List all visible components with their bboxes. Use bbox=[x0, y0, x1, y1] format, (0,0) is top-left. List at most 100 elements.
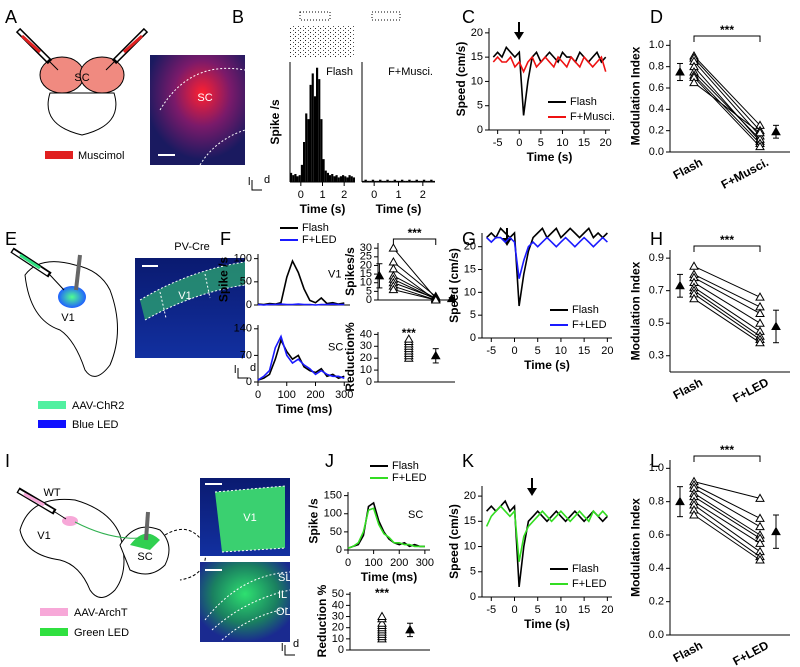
y-tick-label: 0.3 bbox=[649, 350, 664, 362]
y-tick-label: 25 bbox=[360, 251, 372, 263]
bar bbox=[337, 177, 340, 182]
strain-label: WT bbox=[43, 487, 60, 499]
significance-bracket bbox=[693, 455, 761, 462]
diagram-i: WT V1 SC AAV-ArchT Green LED V1 SL IL OL… bbox=[16, 478, 299, 656]
x-tick-label: 10 bbox=[555, 345, 567, 357]
marker bbox=[388, 243, 399, 252]
marker bbox=[755, 318, 765, 327]
image-label: SC bbox=[197, 92, 212, 104]
marker bbox=[755, 521, 765, 531]
marker bbox=[377, 618, 387, 627]
y-tick-label: 5 bbox=[470, 566, 476, 578]
x-tick-label: 2 bbox=[341, 189, 347, 201]
legend-label: Muscimol bbox=[78, 150, 124, 162]
legend-label: F+LED bbox=[392, 472, 427, 484]
pair-line bbox=[693, 57, 761, 132]
panel-label: K bbox=[462, 451, 474, 471]
image-label: V1 bbox=[178, 290, 191, 302]
y-tick-label: 0.4 bbox=[649, 562, 664, 574]
y-tick-label: 15 bbox=[464, 263, 476, 275]
marker bbox=[377, 611, 387, 621]
marker bbox=[388, 284, 399, 294]
marker bbox=[675, 496, 685, 506]
y-tick-label: 10 bbox=[360, 364, 372, 376]
x-axis-label: Time (ms) bbox=[276, 402, 332, 416]
bar bbox=[294, 174, 297, 182]
x-tick-label: 100 bbox=[278, 389, 296, 401]
y-tick-label: 0.9 bbox=[649, 252, 664, 264]
bar bbox=[303, 142, 306, 182]
pair-line bbox=[693, 293, 761, 340]
pair-line bbox=[693, 298, 761, 344]
bar bbox=[398, 180, 401, 182]
bar bbox=[396, 180, 399, 182]
pair-line bbox=[693, 504, 761, 553]
panel-label: D bbox=[650, 7, 663, 27]
image-outline bbox=[214, 485, 286, 553]
y-tick-label: 10 bbox=[360, 277, 372, 289]
pair-line bbox=[693, 82, 761, 134]
bar bbox=[393, 179, 397, 182]
y-tick-label: 0.8 bbox=[649, 496, 664, 508]
marker bbox=[755, 513, 765, 522]
x-axis-label: Time (s) bbox=[527, 150, 573, 164]
bar bbox=[386, 179, 389, 182]
legend-label: F+Musci. bbox=[570, 111, 615, 123]
legend-label: F+LED bbox=[572, 578, 607, 590]
plot-label: SC bbox=[408, 509, 423, 521]
bar bbox=[388, 180, 392, 182]
legend-label: Green LED bbox=[74, 627, 129, 639]
pair-line bbox=[393, 275, 436, 299]
y-tick-label: 50 bbox=[330, 526, 342, 538]
y-axis-label: Reduction% bbox=[343, 322, 357, 392]
histology-image bbox=[200, 562, 290, 642]
bar bbox=[383, 180, 387, 182]
x-tick-label: Flash bbox=[671, 638, 705, 665]
pair-line bbox=[693, 484, 761, 519]
pair-line bbox=[693, 290, 761, 337]
y-tick-label: 10 bbox=[332, 633, 344, 645]
bar bbox=[405, 180, 409, 182]
y-tick-label: 20 bbox=[471, 27, 483, 39]
pair-line bbox=[393, 247, 437, 299]
plot-label: F+Musci. bbox=[388, 66, 433, 78]
legend-swatch bbox=[40, 628, 68, 636]
pair-line bbox=[393, 285, 436, 301]
x-tick-label: 15 bbox=[578, 604, 590, 616]
pair-line bbox=[393, 289, 436, 301]
y-tick-label: 5 bbox=[366, 285, 372, 297]
line-series bbox=[485, 505, 608, 562]
y-tick-label: 20 bbox=[360, 352, 372, 364]
y-tick-label: 15 bbox=[360, 268, 372, 280]
bar bbox=[400, 179, 404, 182]
legend-swatch bbox=[45, 151, 73, 159]
orientation-axes bbox=[237, 368, 248, 379]
pair-line bbox=[393, 261, 437, 297]
x-tick-label: Flash bbox=[671, 155, 705, 182]
marker bbox=[689, 77, 699, 87]
x-tick-label: 0 bbox=[511, 604, 517, 616]
pair-line bbox=[693, 277, 761, 314]
bar bbox=[366, 180, 370, 182]
raster bbox=[290, 11, 401, 58]
y-tick-label: 140 bbox=[234, 323, 252, 335]
legend-label: Flash bbox=[302, 222, 329, 234]
x-tick-label: 5 bbox=[538, 137, 544, 149]
marker bbox=[430, 294, 441, 304]
x-tick-label: 200 bbox=[306, 389, 324, 401]
x-tick-label: 5 bbox=[535, 345, 541, 357]
bar bbox=[364, 179, 367, 182]
image-outline bbox=[159, 67, 246, 166]
significance-bracket bbox=[392, 238, 437, 245]
bar bbox=[371, 179, 375, 182]
bar bbox=[311, 73, 314, 182]
syringe bbox=[15, 27, 59, 71]
bar bbox=[333, 176, 336, 182]
marker bbox=[430, 350, 441, 360]
y-tick-label: 0.6 bbox=[649, 529, 664, 541]
marker bbox=[403, 334, 414, 343]
legend-label: AAV-ArchT bbox=[74, 607, 128, 619]
pair-line bbox=[393, 282, 436, 299]
marker bbox=[405, 624, 415, 634]
layer-label: IL bbox=[278, 589, 287, 601]
